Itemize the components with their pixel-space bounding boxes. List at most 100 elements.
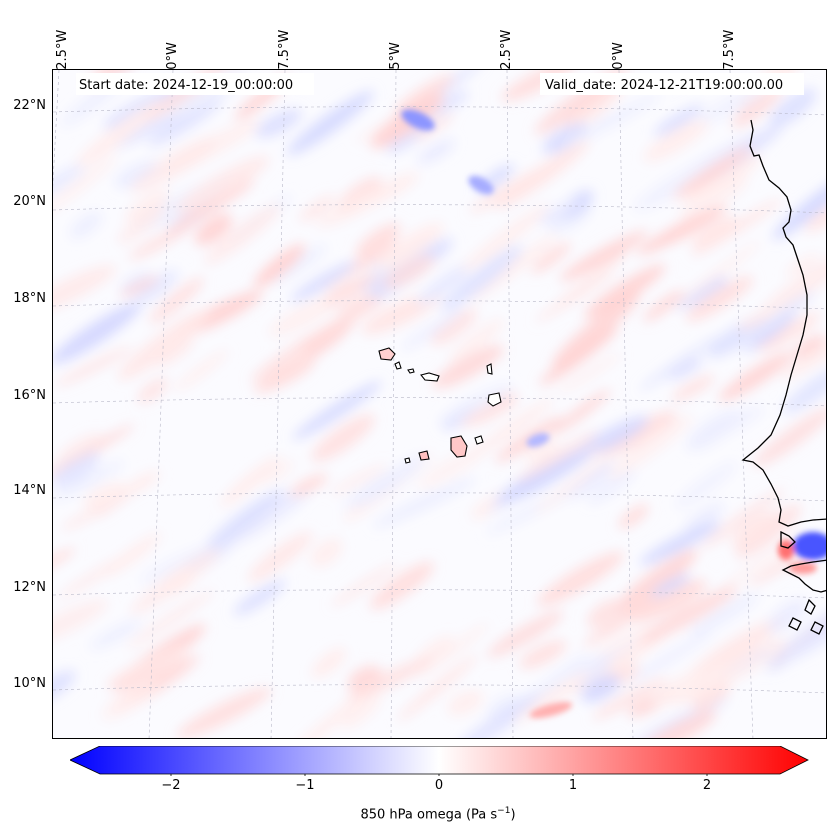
colorbar-label-text: 850 hPa omega (Pa s — [360, 807, 498, 823]
descent-anomaly — [53, 548, 76, 574]
strong-ascent-blob — [793, 532, 826, 560]
ascent-blob-north — [401, 109, 435, 131]
descent-anomaly — [552, 389, 611, 435]
descent-anomaly — [166, 180, 255, 234]
island-brava — [404, 457, 411, 464]
descent-anomaly — [449, 318, 505, 363]
descent-anomaly — [759, 249, 826, 317]
descent-anomaly — [61, 504, 108, 531]
ascent-anomaly — [286, 90, 374, 156]
descent-anomaly — [458, 393, 518, 426]
colorbar-label-exponent: −1 — [497, 806, 511, 816]
descent-anomaly — [117, 309, 210, 381]
descent-anomaly — [539, 327, 618, 386]
descent-anomaly — [83, 482, 127, 509]
colorbar-tick-2: 2 — [702, 778, 712, 793]
ascent-anomaly — [638, 335, 720, 392]
colorbar-tick-neg2: −2 — [161, 778, 181, 793]
descent-anomaly — [176, 687, 272, 738]
descent-anomaly — [501, 70, 577, 102]
island-santiago — [450, 435, 468, 458]
ascent-anomaly — [440, 245, 523, 312]
colorbar-bar — [70, 746, 809, 775]
descent-anomaly — [204, 204, 281, 265]
descent-anomaly — [105, 644, 191, 688]
descent-anomaly — [250, 325, 336, 382]
descent-anomaly — [341, 695, 382, 730]
omega-anomaly-blobs — [53, 70, 826, 738]
descent-anomaly — [618, 504, 649, 529]
descent-anomaly — [559, 230, 648, 282]
ascent-anomaly — [698, 85, 767, 123]
descent-anomaly — [785, 254, 820, 276]
island-sal — [486, 363, 493, 375]
start-date-label: Start date: 2024-12-19_00:00:00 — [79, 78, 294, 93]
descent-anomaly — [130, 136, 217, 194]
descent-anomaly — [416, 622, 490, 679]
ascent-anomaly — [564, 93, 661, 147]
ascent-anomaly — [90, 619, 142, 650]
descent-anomaly — [311, 647, 347, 678]
descent-anomaly — [53, 155, 117, 216]
ascent-anomaly — [292, 381, 382, 440]
descent-anomaly — [330, 464, 388, 495]
descent-anomaly — [487, 610, 564, 658]
colorbar-tick-neg1: −1 — [295, 778, 315, 793]
descent-anomaly — [104, 532, 162, 576]
ascent-anomaly — [354, 455, 426, 507]
descent-anomaly — [531, 242, 571, 274]
descent-anomaly — [253, 244, 306, 288]
descent-anomaly — [700, 488, 786, 549]
colorbar-tick-0: 0 — [434, 778, 444, 793]
ascent-anomaly — [416, 262, 473, 305]
descent-anomaly — [126, 589, 215, 649]
ascent-anomaly — [578, 416, 649, 457]
coastline-africa — [741, 119, 826, 635]
descent-anomaly — [643, 118, 710, 162]
ascent-anomaly — [233, 579, 286, 616]
descent-anomaly — [123, 470, 161, 496]
descent-anomaly — [469, 164, 552, 214]
descent-anomaly — [54, 346, 133, 387]
descent-anomaly — [321, 273, 379, 306]
graticule — [53, 70, 826, 738]
start-date-background — [76, 73, 314, 95]
descent-anomaly — [524, 436, 558, 464]
ascent-anomaly — [668, 358, 703, 380]
descent-anomaly — [782, 312, 821, 341]
descent-anomaly — [73, 100, 163, 170]
descent-anomaly — [642, 710, 717, 738]
island-fogo — [418, 450, 430, 461]
descent-anomaly — [553, 252, 628, 309]
ascent-anomaly — [207, 489, 284, 548]
descent-anomaly — [310, 538, 343, 567]
descent-anomaly — [149, 277, 204, 324]
ascent-anomaly — [53, 302, 142, 364]
ascent-anomaly — [386, 120, 430, 154]
descent-anomaly — [469, 398, 554, 459]
descent-blob-sw — [529, 701, 573, 719]
island-santo-antao — [378, 347, 396, 361]
map-panel[interactable] — [52, 69, 827, 739]
descent-anomaly — [355, 223, 401, 257]
valid-date-label: Valid_date: 2024-12-21T19:00:00.00 — [545, 78, 784, 93]
descent-anomaly — [247, 532, 313, 582]
strong-descent-blob — [778, 540, 794, 560]
ascent-anomaly — [139, 547, 211, 584]
ascent-anomaly — [53, 460, 125, 502]
descent-anomaly — [551, 293, 640, 367]
descent-anomaly — [194, 213, 233, 246]
descent-anomaly — [649, 661, 732, 705]
descent-anomaly — [537, 551, 624, 607]
descent-anomaly — [753, 407, 826, 467]
descent-anomaly — [117, 205, 167, 245]
descent-anomaly — [53, 265, 116, 316]
ascent-anomaly — [634, 159, 716, 211]
ascent-anomaly — [451, 696, 538, 738]
ascent-anomaly — [688, 406, 764, 446]
colorbar-label: 850 hPa omega (Pa s−1) — [360, 806, 515, 822]
descent-anomaly — [57, 433, 102, 464]
ascent-anomaly — [588, 469, 636, 505]
descent-anomaly — [395, 74, 454, 114]
colorbar — [70, 746, 809, 776]
